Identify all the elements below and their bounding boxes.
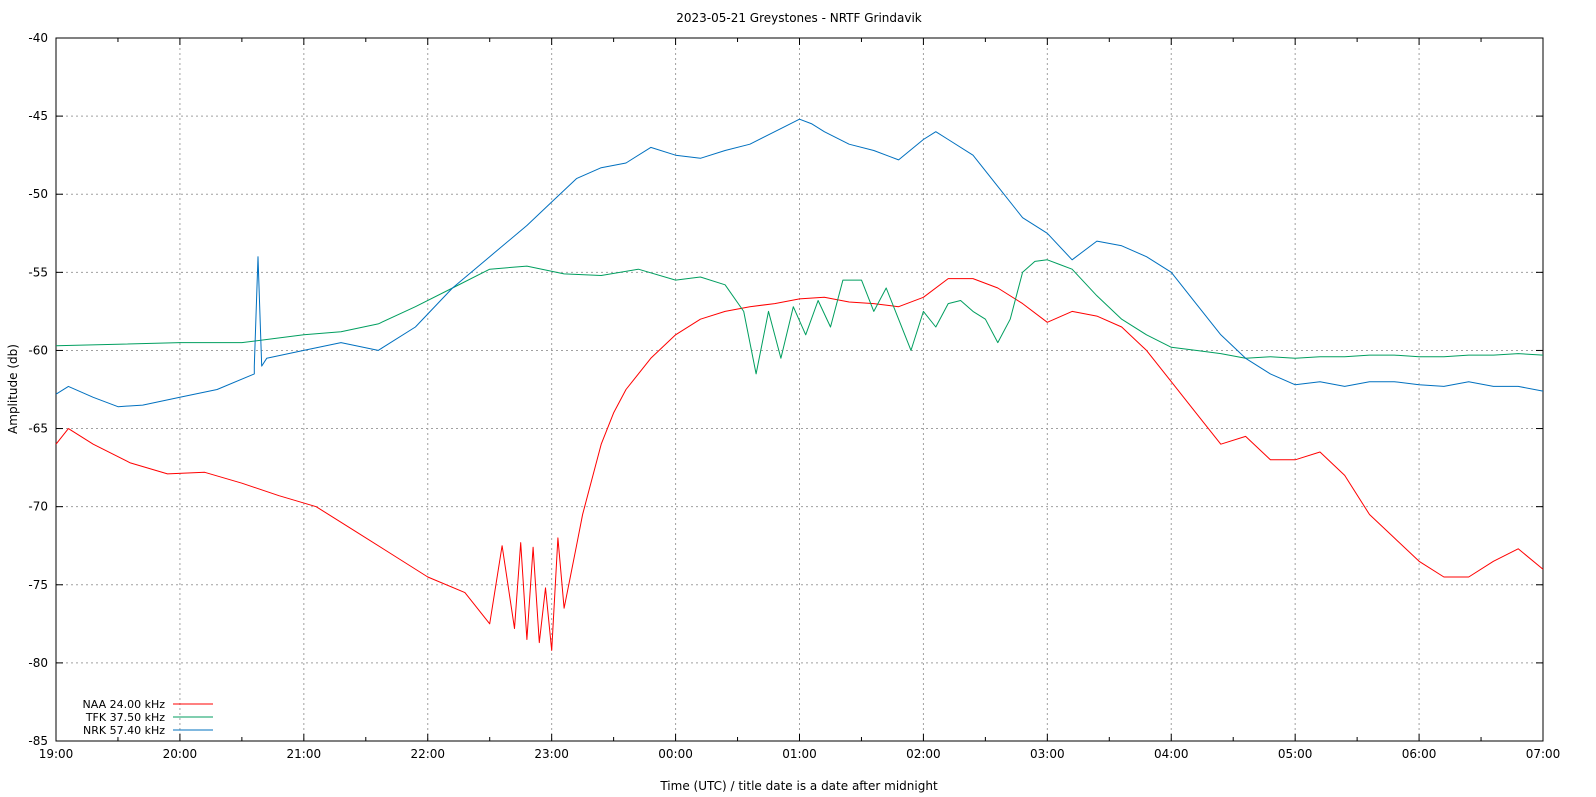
series-line-3 <box>55 118 1544 408</box>
x-tick-label: 23:00 <box>534 747 569 761</box>
legend-label: TFK 37.50 kHz <box>85 711 165 724</box>
plot-border <box>55 37 1544 742</box>
series-line-2 <box>55 259 1544 375</box>
x-tick-label: 03:00 <box>1030 747 1065 761</box>
y-tick-labels: -40 -45 -50 -55 -60 -65 -70 -75 -80 -85 <box>28 31 48 748</box>
chart-title: 2023-05-21 Greystones - NRTF Grindavik <box>676 11 922 25</box>
x-axis-label: Time (UTC) / title date is a date after … <box>659 779 938 793</box>
axes <box>55 37 1544 742</box>
y-tick-label: -75 <box>28 578 48 592</box>
y-tick-label: -40 <box>28 31 48 45</box>
series-line-1 <box>55 278 1544 651</box>
series-lines <box>55 118 1544 651</box>
x-tick-label: 06:00 <box>1402 747 1437 761</box>
x-tick-label: 19:00 <box>39 747 74 761</box>
legend-label: NRK 57.40 kHz <box>83 724 165 737</box>
x-tick-label: 20:00 <box>163 747 198 761</box>
y-tick-label: -50 <box>28 187 48 201</box>
y-tick-label: -60 <box>28 343 48 357</box>
x-tick-label: 07:00 <box>1526 747 1561 761</box>
y-tick-label: -65 <box>28 422 48 436</box>
x-tick-label: 21:00 <box>287 747 322 761</box>
x-tick-label: 02:00 <box>906 747 941 761</box>
legend-label: NAA 24.00 kHz <box>83 698 166 711</box>
x-tick-label: 05:00 <box>1278 747 1313 761</box>
y-axis-label: Amplitude (db) <box>6 344 20 434</box>
grid <box>56 38 1543 741</box>
x-tick-label: 01:00 <box>782 747 817 761</box>
x-tick-labels: 19:00 20:00 21:00 22:00 23:00 00:00 01:00 02:00… <box>39 747 1561 761</box>
x-tick-label: 00:00 <box>658 747 693 761</box>
y-tick-label: -55 <box>28 265 48 279</box>
x-tick-label: 22:00 <box>410 747 445 761</box>
y-tick-label: -70 <box>28 500 48 514</box>
y-tick-label: -85 <box>28 734 48 748</box>
x-tick-label: 04:00 <box>1154 747 1189 761</box>
y-tick-label: -80 <box>28 656 48 670</box>
y-tick-label: -45 <box>28 109 48 123</box>
